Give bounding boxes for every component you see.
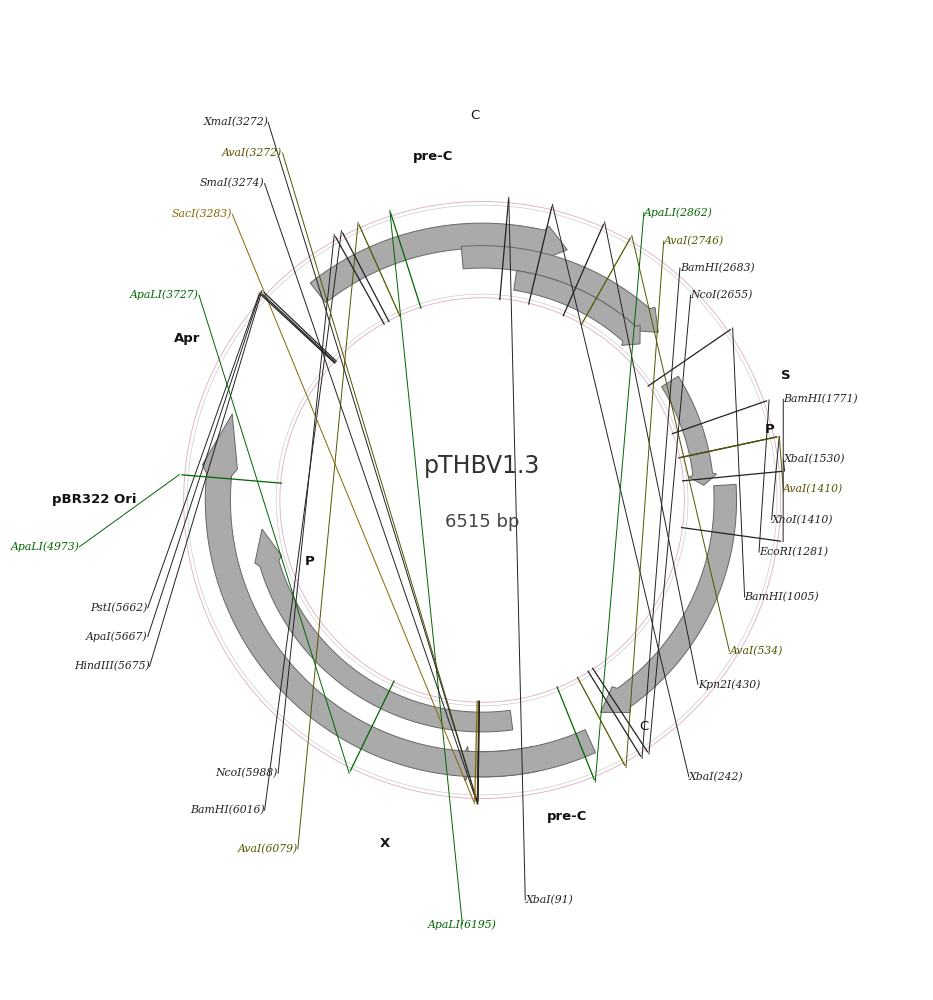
Text: Apr: Apr [174, 332, 201, 345]
Text: XbaI(242): XbaI(242) [689, 772, 744, 782]
Text: pre-C: pre-C [412, 150, 453, 163]
Text: pBR322 Ori: pBR322 Ori [51, 493, 136, 506]
Text: S: S [781, 369, 791, 382]
Text: C: C [639, 720, 648, 733]
Text: BamHI(6016): BamHI(6016) [190, 805, 265, 815]
Text: AvaI(6079): AvaI(6079) [238, 844, 298, 854]
Text: EcoRI(1281): EcoRI(1281) [759, 547, 829, 557]
Polygon shape [661, 376, 717, 485]
Text: Kpn2I(430): Kpn2I(430) [698, 679, 760, 690]
Text: X: X [380, 837, 390, 850]
Text: ApaI(5667): ApaI(5667) [86, 631, 147, 642]
Text: ApaLI(2862): ApaLI(2862) [644, 207, 713, 218]
Text: ApaLI(3727): ApaLI(3727) [130, 290, 199, 300]
Polygon shape [601, 484, 736, 712]
Text: P: P [305, 555, 314, 568]
Polygon shape [310, 223, 567, 303]
Text: XmaI(3272): XmaI(3272) [203, 117, 268, 128]
Text: XbaI(91): XbaI(91) [525, 895, 573, 905]
Text: AvaI(3272): AvaI(3272) [222, 148, 283, 158]
Polygon shape [461, 246, 659, 332]
Text: SmaI(3274): SmaI(3274) [200, 178, 265, 189]
Text: BamHI(1005): BamHI(1005) [745, 592, 819, 602]
Text: NcoI(5988): NcoI(5988) [216, 768, 278, 778]
Text: HindIII(5675): HindIII(5675) [74, 661, 149, 671]
Text: C: C [470, 109, 480, 122]
Text: NcoI(2655): NcoI(2655) [690, 290, 753, 300]
Polygon shape [514, 271, 640, 345]
Text: AvaI(1410): AvaI(1410) [784, 484, 843, 494]
Polygon shape [460, 746, 538, 781]
Polygon shape [202, 414, 595, 777]
Text: AvaI(2746): AvaI(2746) [663, 236, 724, 246]
Polygon shape [255, 529, 513, 732]
Text: BamHI(2683): BamHI(2683) [680, 263, 755, 273]
Text: SacI(3283): SacI(3283) [172, 209, 232, 219]
Text: AvaI(534): AvaI(534) [730, 646, 783, 656]
Text: XbaI(1530): XbaI(1530) [784, 454, 844, 465]
Text: pre-C: pre-C [548, 810, 588, 823]
Text: ApaLI(4973): ApaLI(4973) [10, 541, 79, 552]
Text: ApaLI(6195): ApaLI(6195) [428, 919, 496, 930]
Text: BamHI(1771): BamHI(1771) [784, 394, 858, 404]
Text: PstI(5662): PstI(5662) [91, 603, 147, 613]
Text: XhoI(1410): XhoI(1410) [772, 515, 833, 525]
Text: P: P [765, 423, 774, 436]
Text: 6515 bp: 6515 bp [445, 513, 520, 531]
Text: pTHBV1.3: pTHBV1.3 [424, 454, 540, 478]
